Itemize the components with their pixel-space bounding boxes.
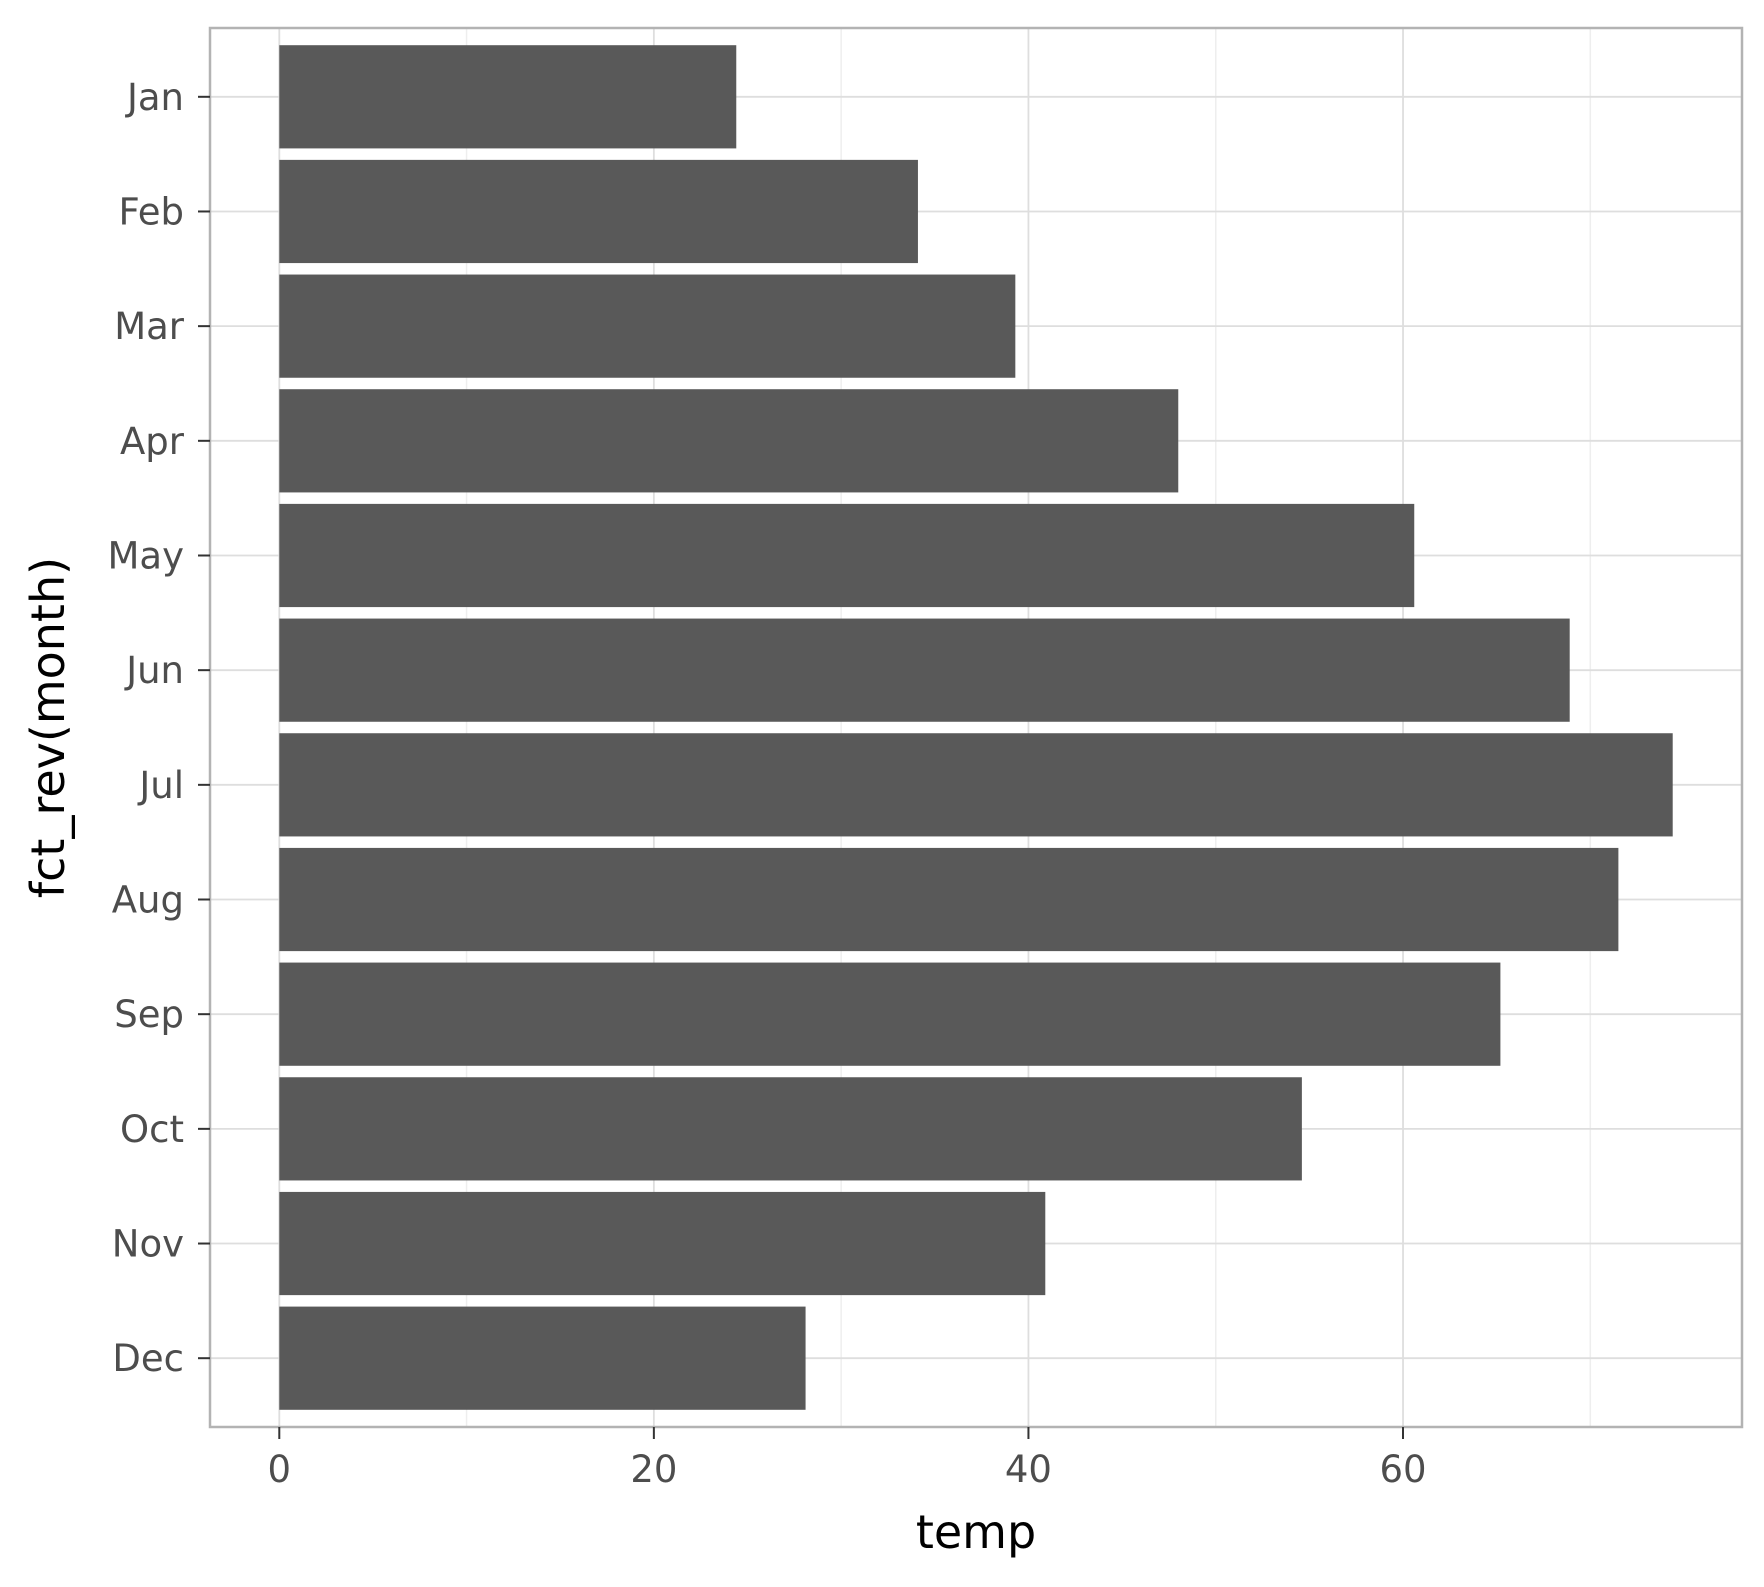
y-tick-label: Sep — [114, 993, 184, 1036]
bar-sep — [279, 962, 1501, 1066]
bar-jan — [279, 45, 737, 149]
x-tick-label: 20 — [630, 1448, 677, 1491]
y-tick-label: Apr — [120, 420, 185, 463]
bars — [279, 45, 1673, 1410]
y-tick-label: Jan — [125, 76, 184, 119]
bar-may — [279, 503, 1415, 608]
bar-mar — [279, 274, 1016, 378]
bar-apr — [279, 389, 1179, 493]
y-tick-label: Jul — [137, 764, 184, 807]
y-axis-title: fct_rev(month) — [21, 557, 75, 898]
x-tick-label: 40 — [1005, 1448, 1052, 1491]
y-tick-label: Jun — [124, 649, 184, 692]
bar-jul — [279, 733, 1673, 837]
x-tick-label: 0 — [268, 1448, 292, 1491]
y-tick-label: Nov — [112, 1223, 184, 1266]
bar-jun — [279, 618, 1570, 722]
x-axis-title: temp — [916, 1505, 1036, 1559]
x-tick-label: 60 — [1379, 1448, 1426, 1491]
y-tick-label: May — [108, 534, 185, 577]
y-tick-label: Feb — [118, 190, 184, 233]
panel-border — [208, 26, 1744, 1429]
bar-feb — [279, 159, 918, 264]
bar-aug — [279, 847, 1619, 952]
y-tick-label: Oct — [120, 1108, 184, 1151]
x-axis-ticks: 0 20 40 60 — [268, 1427, 1427, 1491]
bar-nov — [279, 1191, 1046, 1296]
y-tick-label: Mar — [114, 305, 185, 348]
bar-dec — [279, 1306, 806, 1410]
y-axis-ticks: Jan Feb Mar Apr May Jun Jul Aug Sep Oct Nov Dec — [108, 76, 210, 1380]
y-tick-label: Aug — [112, 879, 184, 922]
bar-oct — [279, 1077, 1302, 1181]
y-tick-label: Dec — [112, 1337, 184, 1380]
